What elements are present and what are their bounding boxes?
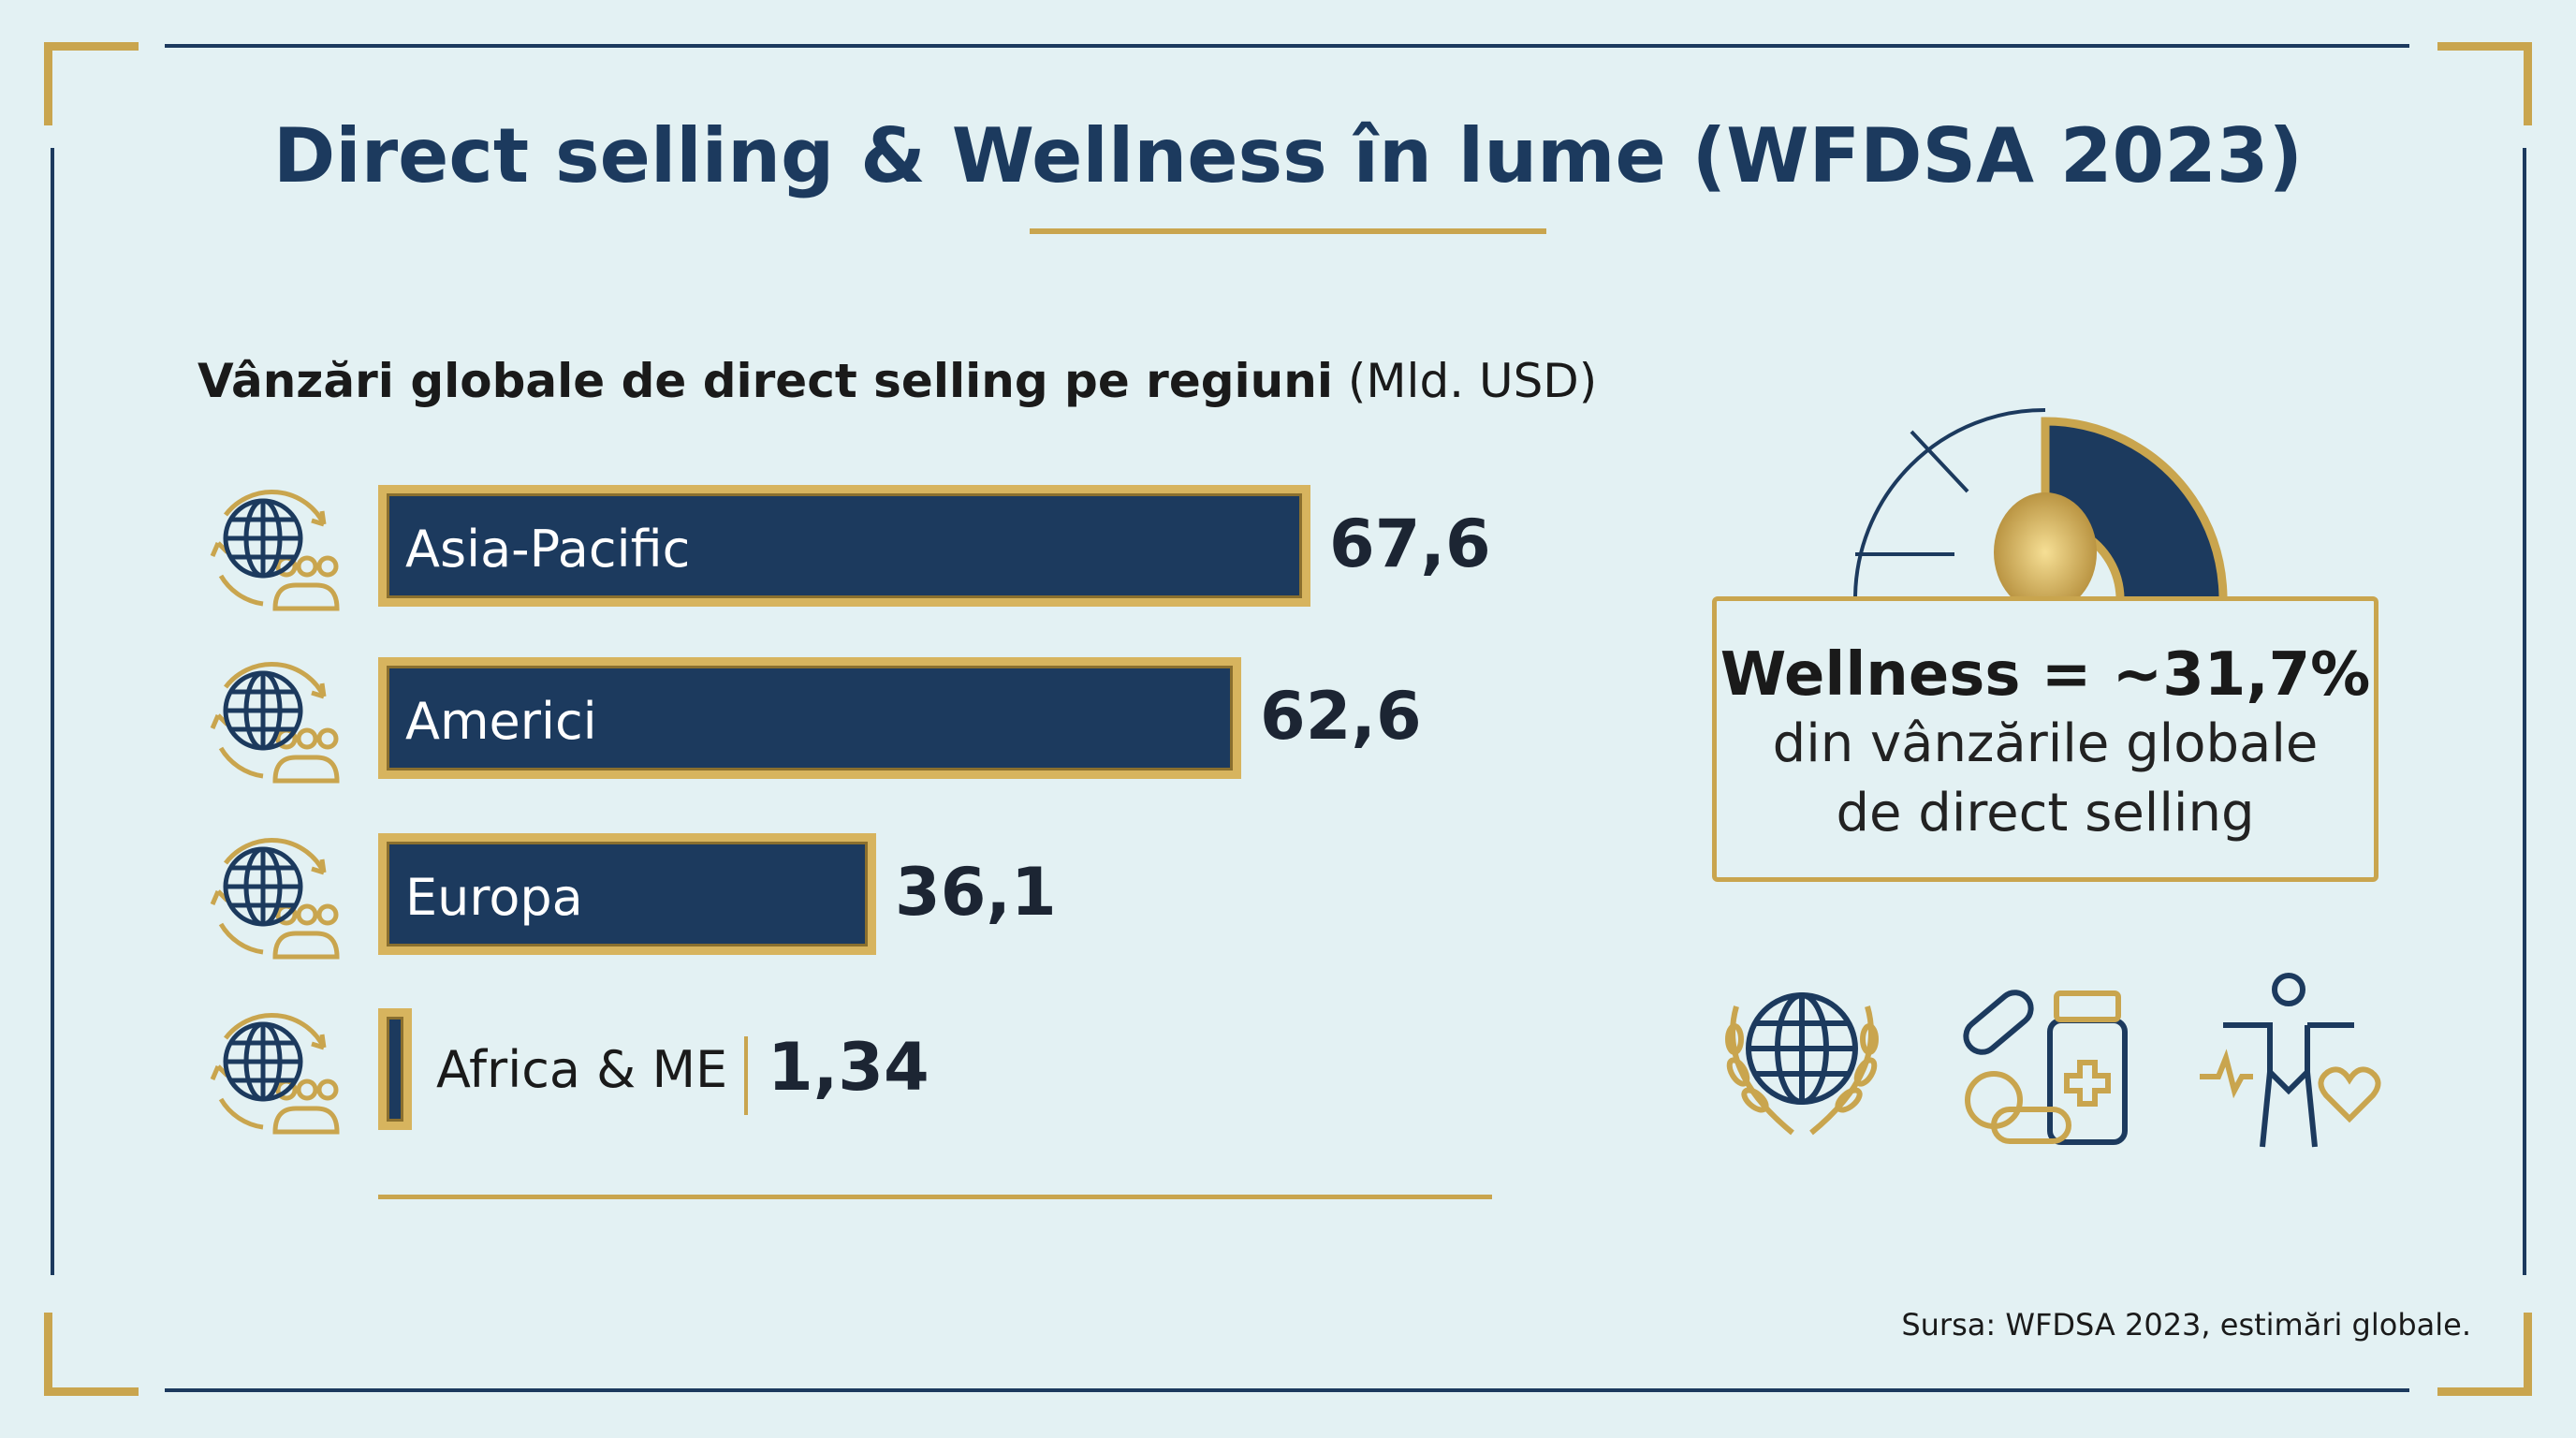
callout-headline: Wellness = ~31,7% <box>1720 640 2371 710</box>
bar-row: Americi 62,6 <box>198 657 1508 784</box>
corner-bracket-bl <box>44 1313 139 1396</box>
bar-label: Asia-Pacific <box>405 520 691 579</box>
globe-people-icon <box>198 826 344 962</box>
wellness-callout: Wellness = ~31,7% din vânzările globale … <box>1712 596 2378 882</box>
chart-unit-label: (Mld. USD) <box>1347 354 1598 408</box>
callout-line-2: din vânzările globale <box>1772 713 2319 774</box>
title-underline <box>1030 228 1546 234</box>
pills-bottle-icon <box>1963 990 2128 1145</box>
wellness-body-icon <box>2200 973 2381 1148</box>
corner-bracket-br <box>2437 1313 2532 1396</box>
corner-bracket-tr <box>2437 42 2532 125</box>
bar-value-label: 36,1 <box>895 854 1057 931</box>
bar-value-label: 1,34 <box>768 1029 929 1106</box>
chart-baseline <box>378 1195 1492 1199</box>
bar-value-label: 62,6 <box>1260 678 1422 755</box>
frame-right-line <box>2523 148 2526 1275</box>
bar-label: Africa & ME <box>436 1040 728 1099</box>
bar-asia-pacific: Asia-Pacific <box>378 485 1310 607</box>
source-note: Sursa: WFDSA 2023, estimări globale. <box>1901 1307 2471 1343</box>
bar-label: Europa <box>405 868 583 927</box>
donut-gold-center <box>1994 492 2097 609</box>
frame-top-line <box>165 44 2409 48</box>
wellness-share-donut <box>1853 407 2228 609</box>
page-title: Direct selling & Wellness în lume (WFDSA… <box>272 112 2304 199</box>
globe-people-icon <box>198 477 344 614</box>
donut-outline <box>1853 407 2046 600</box>
frame-bottom-line <box>165 1388 2409 1392</box>
label-separator <box>744 1036 748 1115</box>
bar-row: Africa & ME 1,34 <box>198 1008 1508 1135</box>
bar-value-label: 67,6 <box>1329 506 1491 582</box>
donut-tick-1 <box>1910 430 1969 493</box>
bar-africa-me <box>378 1008 412 1130</box>
corner-bracket-tl <box>44 42 139 125</box>
frame-left-line <box>51 148 54 1275</box>
laurel-globe-icon <box>1725 992 1879 1136</box>
globe-people-icon <box>198 1001 344 1137</box>
bar-row: Asia-Pacific 67,6 <box>198 485 1508 611</box>
bar-row: Europa 36,1 <box>198 833 1508 960</box>
globe-people-icon <box>198 650 344 786</box>
chart-title-main: Vânzări globale de direct selling pe reg… <box>198 354 1333 408</box>
chart-title: Vânzări globale de direct selling pe reg… <box>198 354 1597 408</box>
bar-label: Americi <box>405 692 597 751</box>
bar-europa: Europa <box>378 833 876 955</box>
callout-line-3: de direct selling <box>1836 783 2255 844</box>
bar-americi: Americi <box>378 657 1241 779</box>
